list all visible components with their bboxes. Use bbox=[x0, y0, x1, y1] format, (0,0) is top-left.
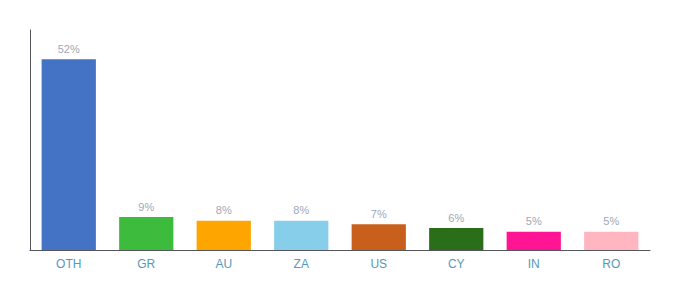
svg-text:RO: RO bbox=[602, 257, 620, 271]
svg-text:8%: 8% bbox=[293, 204, 309, 216]
svg-text:GR: GR bbox=[137, 257, 155, 271]
svg-text:5%: 5% bbox=[603, 215, 619, 227]
svg-text:IN: IN bbox=[528, 257, 540, 271]
svg-text:52%: 52% bbox=[58, 43, 80, 55]
svg-text:7%: 7% bbox=[371, 208, 387, 220]
svg-text:6%: 6% bbox=[448, 212, 464, 224]
svg-text:AU: AU bbox=[215, 257, 232, 271]
svg-text:US: US bbox=[370, 257, 387, 271]
svg-text:ZA: ZA bbox=[294, 257, 309, 271]
svg-text:CY: CY bbox=[448, 257, 465, 271]
svg-text:8%: 8% bbox=[216, 204, 232, 216]
svg-text:OTH: OTH bbox=[56, 257, 81, 271]
svg-text:9%: 9% bbox=[138, 201, 154, 213]
svg-text:5%: 5% bbox=[526, 215, 542, 227]
